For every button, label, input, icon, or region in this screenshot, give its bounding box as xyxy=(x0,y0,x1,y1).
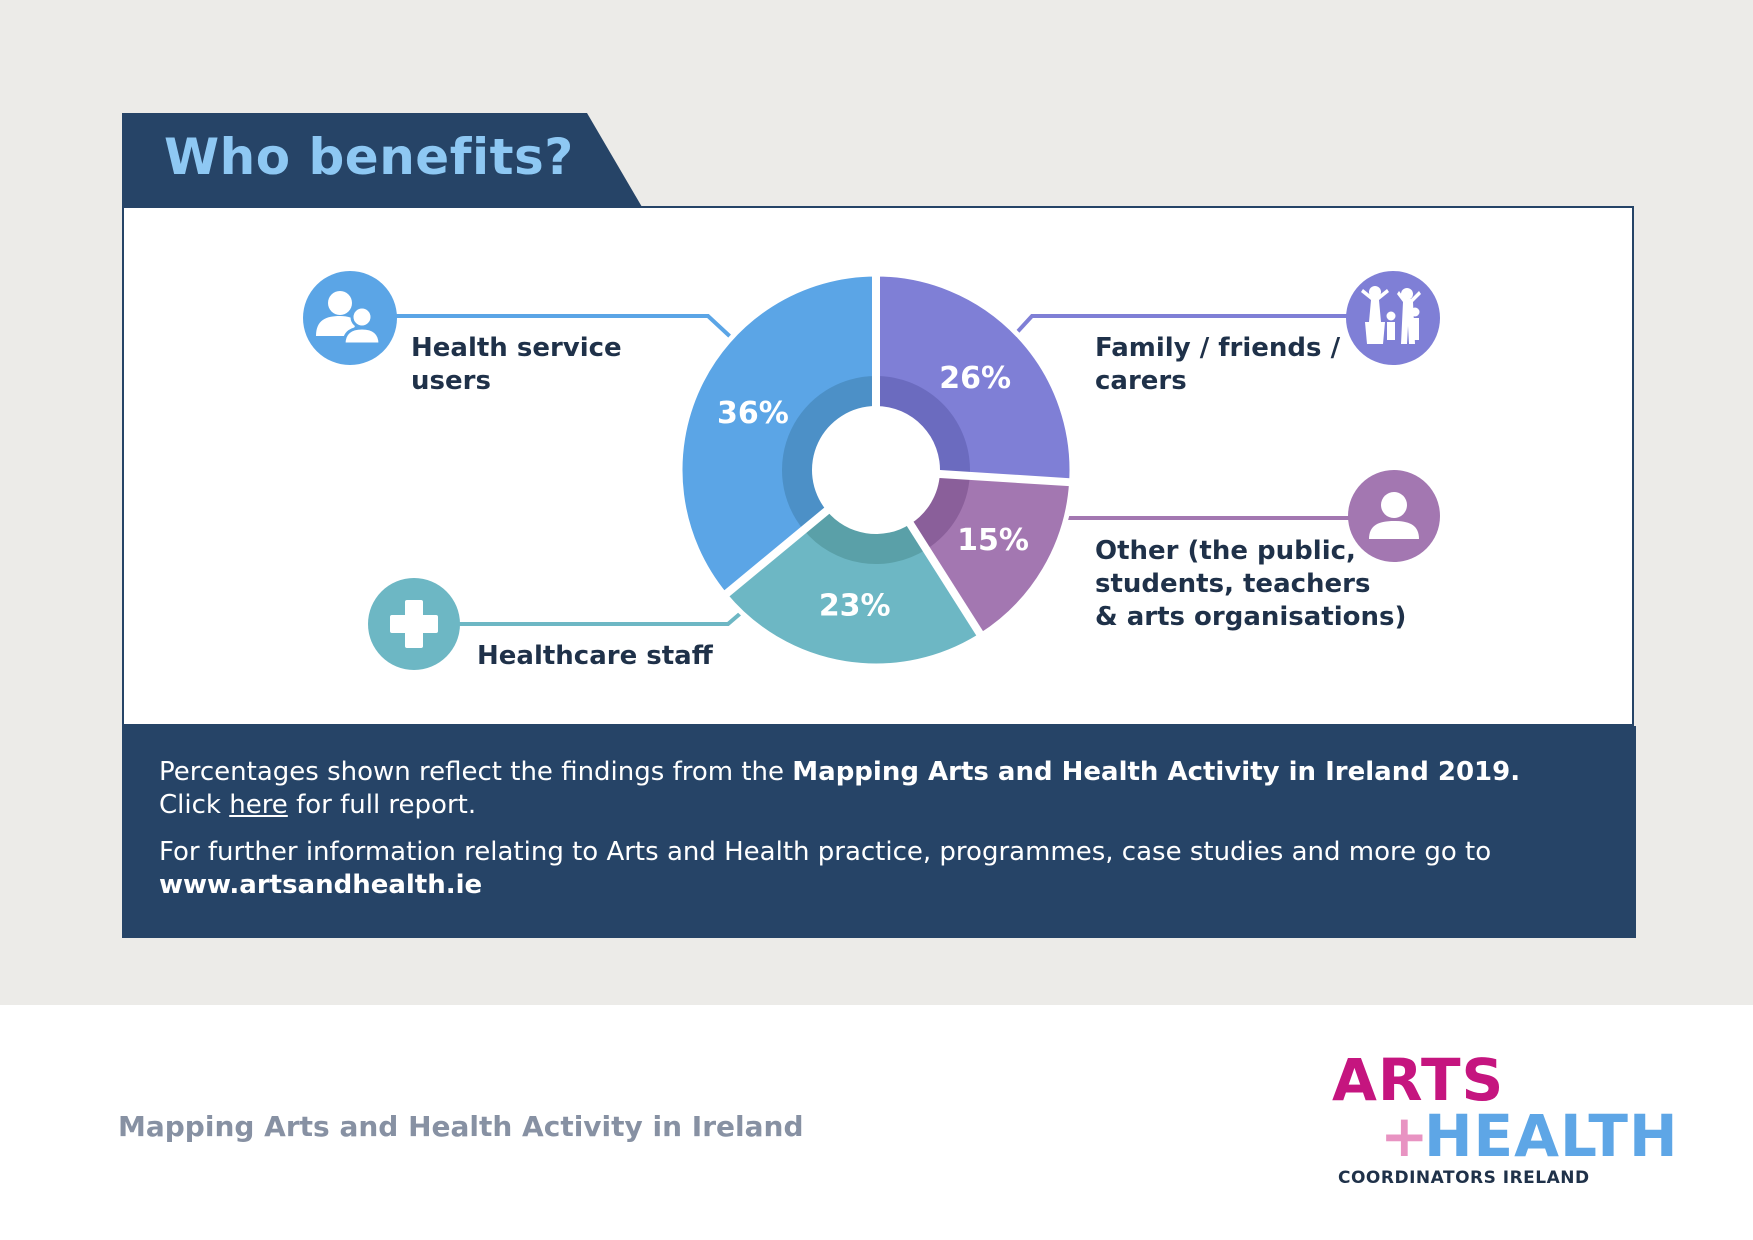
users-icon xyxy=(303,271,397,365)
legend-line: Health service xyxy=(411,333,622,363)
legend-line: Family / friends / xyxy=(1095,333,1341,363)
report-name: Mapping Arts and Health Activity in Irel… xyxy=(792,757,1521,787)
slice-other-inner xyxy=(910,474,970,550)
legend-line: Other (the public, xyxy=(1095,536,1356,566)
connector-healthcare-staff xyxy=(458,610,744,626)
donut-slices xyxy=(677,271,1075,669)
medical-cross-icon xyxy=(368,578,460,670)
legend-healthcare-staff: Healthcare staff xyxy=(477,640,713,673)
info-band: Percentages shown reflect the findings f… xyxy=(122,726,1636,938)
info-text: Percentages shown reflect the findings f… xyxy=(159,756,1619,822)
slice-separator xyxy=(937,469,1074,487)
value-label-healthcare-staff: 23% xyxy=(819,588,891,623)
legend-other: Other (the public, students, teachers & … xyxy=(1095,535,1406,634)
further-info: For further information relating to Arts… xyxy=(159,836,1619,902)
logo-arts: ARTS xyxy=(1332,1046,1505,1114)
value-labels: 26% 15% 23% 36% xyxy=(717,361,1029,623)
slice-separator xyxy=(905,520,986,640)
slice-family-friends-carers xyxy=(873,271,1075,485)
slice-separator xyxy=(720,506,831,600)
value-label-health-service-users: 36% xyxy=(717,396,789,431)
footer-title: Mapping Arts and Health Activity in Irel… xyxy=(118,1110,804,1143)
title-tab xyxy=(122,113,642,207)
legend-health-service-users: Health service users xyxy=(411,332,622,398)
arts-health-logo: ARTS + HEALTH COORDINATORS IRELAND xyxy=(1330,1046,1678,1190)
legend-line: Healthcare staff xyxy=(477,641,713,671)
family-icon xyxy=(1346,271,1440,365)
logo-subtitle: COORDINATORS IRELAND xyxy=(1338,1168,1590,1188)
legend-line: carers xyxy=(1095,366,1187,396)
connector-health-service-users xyxy=(395,314,738,344)
legend-line: students, teachers xyxy=(1095,569,1371,599)
slice-health-service-users-inner xyxy=(782,376,876,530)
value-label-family-friends-carers: 26% xyxy=(939,361,1011,396)
page-title: Who benefits? xyxy=(164,128,574,186)
legend-family-friends-carers: Family / friends / carers xyxy=(1095,332,1340,398)
info-click-text: Click xyxy=(159,790,230,820)
logo-health: HEALTH xyxy=(1424,1102,1679,1170)
info-text-intro: Percentages shown reflect the findings f… xyxy=(159,757,793,787)
slice-family-friends-carers-inner xyxy=(876,376,970,476)
value-label-other: 15% xyxy=(957,523,1029,558)
legend-line: users xyxy=(411,366,491,396)
logo-plus: + xyxy=(1380,1102,1429,1170)
slice-healthcare-staff-inner xyxy=(803,510,927,564)
slice-health-service-users xyxy=(677,271,879,599)
info-click-text-end: for full report. xyxy=(287,790,477,820)
legend-line: & arts organisations) xyxy=(1095,602,1407,632)
further-info-text: For further information relating to Arts… xyxy=(159,837,1492,867)
website-link[interactable]: www.artsandhealth.ie xyxy=(159,870,483,900)
donut-chart: 26% 15% 23% 36% xyxy=(395,271,1350,669)
person-icon xyxy=(1348,470,1440,562)
report-link[interactable]: here xyxy=(229,790,288,820)
